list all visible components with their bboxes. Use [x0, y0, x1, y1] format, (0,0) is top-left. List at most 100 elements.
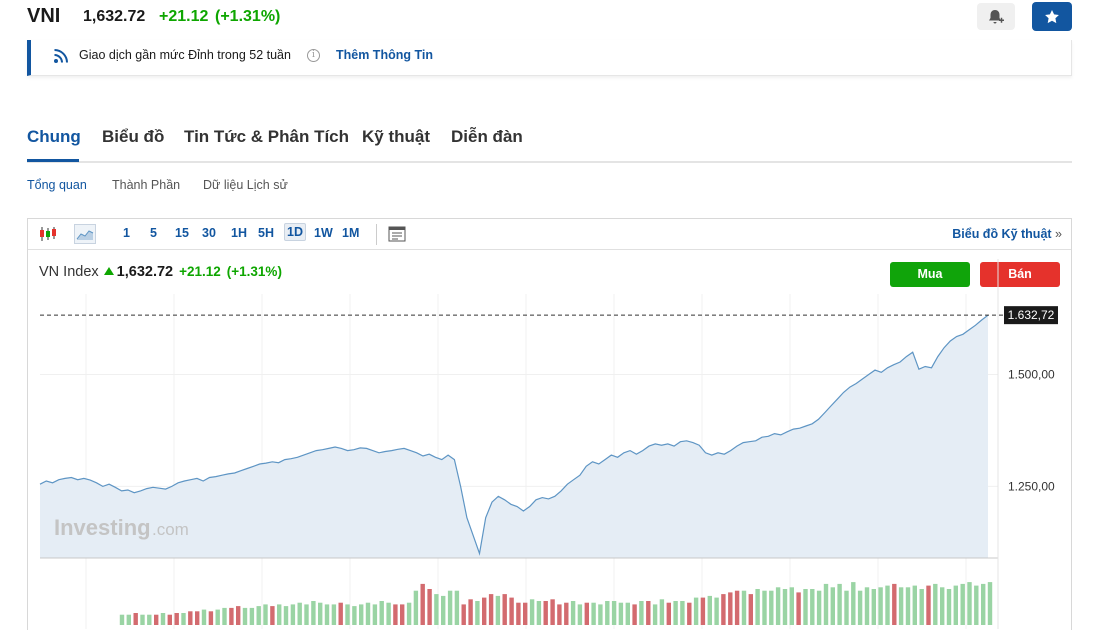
volume-bar [529, 599, 535, 625]
rss-icon [54, 49, 68, 63]
period-30[interactable]: 30 [202, 226, 216, 240]
volume-bar [912, 585, 917, 625]
volume-bar [687, 602, 692, 625]
price-chart[interactable]: 1.632,72 1.250,00 1.500,00 Investing .com [28, 219, 1071, 629]
volume-bar [728, 592, 733, 625]
volume-bar [803, 589, 808, 625]
chart-settings-icon[interactable] [386, 224, 408, 244]
volume-bar [147, 614, 152, 625]
volume-bar [974, 585, 979, 625]
double-chevron-right-icon: » [1055, 227, 1062, 241]
period-1m[interactable]: 1M [342, 226, 360, 240]
volume-bar [160, 613, 166, 625]
period-1[interactable]: 1 [123, 226, 130, 240]
52-week-high-notice: Giao dịch gần mức Đỉnh trong 52 tuần i T… [27, 40, 1072, 76]
star-icon [1045, 9, 1059, 23]
add-to-watchlist-button[interactable] [1032, 2, 1072, 31]
volume-bar [926, 585, 931, 625]
volume-bar [564, 602, 569, 625]
volume-bar [632, 604, 637, 625]
volume-bar [652, 604, 658, 625]
volume-bar [311, 601, 316, 625]
subtab-tong-quan[interactable]: Tổng quan [27, 178, 87, 192]
volume-bar [502, 594, 507, 625]
tab-tin-tuc-phan-tich[interactable]: Tin Tức & Phân Tích [184, 127, 350, 146]
volume-bar [249, 607, 255, 625]
legend-price: 1,632.72 [116, 264, 174, 280]
volume-bar [488, 594, 494, 625]
volume-bar [359, 604, 364, 625]
subtab-du-lieu-lich-su[interactable]: Dữ liệu Lịch sử [203, 178, 288, 192]
volume-bar [236, 606, 241, 625]
chart-toolbar: 1 5 15 30 1H 5H 1D 1W 1M Biểu đồ Kỹ thuậ… [28, 219, 1071, 250]
info-icon[interactable]: i [307, 49, 320, 62]
period-1w[interactable]: 1W [314, 226, 333, 240]
period-1d[interactable]: 1D [284, 223, 306, 241]
volume-bar [208, 611, 214, 625]
period-1h[interactable]: 1H [231, 226, 247, 240]
volume-bar [625, 602, 630, 625]
volume-bar [919, 589, 924, 625]
volume-bar [304, 604, 309, 625]
tab-chung[interactable]: Chung [27, 127, 81, 146]
period-5h[interactable]: 5H [258, 226, 274, 240]
technical-chart-link[interactable]: Biểu đồ Kỹ thuật » [952, 227, 1062, 241]
volume-bar [133, 613, 138, 625]
volume-bar [892, 583, 897, 625]
active-tab-indicator [27, 159, 79, 162]
volume-bar [536, 601, 542, 625]
period-5[interactable]: 5 [150, 226, 157, 240]
volume-bar [338, 602, 343, 625]
volume-bar [543, 601, 548, 625]
volume-bar [878, 587, 883, 625]
add-alert-button[interactable] [977, 3, 1015, 30]
volume-bar [871, 589, 876, 625]
volume-bar [352, 606, 357, 625]
volume-bar [789, 587, 794, 625]
subtab-thanh-phan[interactable]: Thành Phần [112, 178, 181, 192]
volume-bar [222, 607, 227, 625]
volume-bar [557, 604, 562, 625]
tab-dien-dan[interactable]: Diễn đàn [451, 127, 523, 146]
tab-bieu-do[interactable]: Biểu đồ [102, 127, 165, 146]
volume-bar [523, 602, 528, 625]
volume-bar [810, 589, 815, 625]
volume-bar [851, 582, 856, 625]
more-info-link[interactable]: Thêm Thông Tin [336, 48, 433, 62]
volume-bar [967, 582, 972, 625]
volume-bar [830, 587, 835, 625]
volume-bar [748, 594, 753, 625]
volume-bar [365, 602, 371, 625]
buy-button[interactable]: Mua [890, 262, 970, 287]
investing-watermark: Investing [54, 515, 151, 540]
volume-bar [680, 601, 685, 625]
volume-bar [584, 602, 589, 625]
volume-bar [277, 604, 282, 625]
price-line [39, 314, 989, 556]
tab-ky-thuat[interactable]: Kỹ thuật [362, 127, 430, 146]
ticker-symbol: VNI [27, 5, 61, 27]
volume-bar [290, 604, 296, 625]
volume-bar [960, 583, 965, 625]
period-15[interactable]: 15 [175, 226, 189, 240]
volume-bar [441, 595, 446, 625]
volume-bar [673, 601, 678, 625]
area-chart-icon[interactable] [74, 224, 96, 244]
volume-bar [297, 602, 302, 625]
price-area-fill [40, 315, 988, 558]
volume-bar [167, 614, 172, 625]
volume-bar [283, 606, 289, 625]
volume-bar [755, 589, 760, 625]
chart-widget: 1 5 15 30 1H 5H 1D 1W 1M Biểu đồ Kỹ thuậ… [27, 218, 1072, 630]
sell-button[interactable]: Bán [980, 262, 1060, 287]
volume-bar [195, 611, 200, 625]
volume-bar [256, 606, 261, 625]
volume-bar [659, 599, 665, 625]
volume-bar [345, 604, 350, 625]
volume-bar [181, 613, 186, 625]
volume-bar [898, 587, 904, 625]
candlestick-icon[interactable] [37, 224, 59, 244]
volume-bar [940, 587, 945, 625]
volume-bar [598, 604, 603, 625]
volume-bar [734, 590, 740, 625]
